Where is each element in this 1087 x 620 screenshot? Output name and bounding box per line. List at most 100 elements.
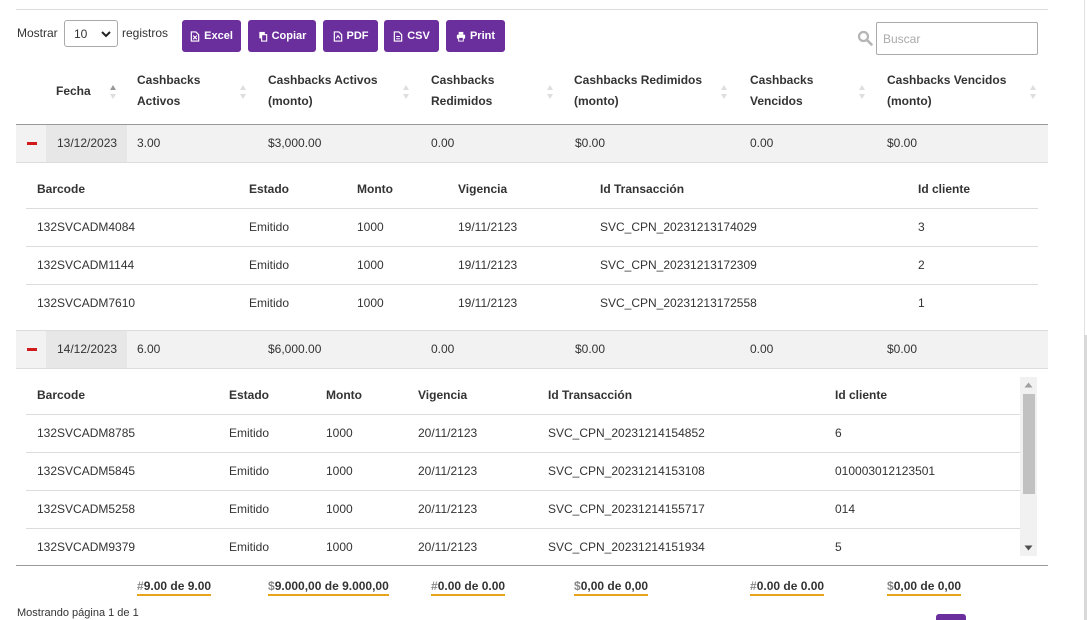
cell-id-cliente: 2 <box>918 258 925 272</box>
cell-id-transaccion: SVC_CPN_20231213172309 <box>600 258 757 272</box>
sort-icon <box>859 85 865 99</box>
cell-estado: Emitido <box>229 426 270 440</box>
header-cashbacks-activos[interactable]: Cashbacks Activos <box>137 70 200 112</box>
cell-monto: 1000 <box>357 220 384 234</box>
group-vencidos: 0.00 <box>750 342 774 356</box>
cell-vigencia: 19/11/2123 <box>458 258 518 272</box>
group-activos: 3.00 <box>137 136 161 150</box>
chevron-down-icon <box>101 31 111 38</box>
group-activos-monto: $3,000.00 <box>268 136 322 150</box>
header-fecha-label: Fecha <box>56 84 91 98</box>
sort-icon <box>1030 85 1036 99</box>
header-activos-monto-line1: Cashbacks Activos <box>268 73 378 87</box>
print-button[interactable]: Print <box>446 20 505 52</box>
total-redimidos: #0.00 de 0.00 <box>431 579 506 596</box>
top-divider <box>16 9 1048 10</box>
cell-id-transaccion: SVC_CPN_20231214151934 <box>548 540 705 554</box>
child-scrollbar-thumb[interactable] <box>1023 394 1035 494</box>
header-fecha[interactable]: Fecha <box>56 81 91 102</box>
cell-id-transaccion: SVC_CPN_20231213174029 <box>600 220 757 234</box>
collapse-icon[interactable] <box>27 142 37 145</box>
pagination-page-button[interactable] <box>936 614 966 620</box>
total-activos-monto: $9.000,00 de 9.000,00 <box>268 579 389 596</box>
cell-monto: 1000 <box>326 502 353 516</box>
cell-id-cliente: 010003012123501 <box>835 464 936 478</box>
cell-monto: 1000 <box>357 258 384 272</box>
cell-id-transaccion: SVC_CPN_20231214153108 <box>548 464 705 478</box>
group-row[interactable] <box>16 125 1048 163</box>
cell-id-cliente: 6 <box>835 426 842 440</box>
group-fecha: 13/12/2023 <box>57 136 118 150</box>
total-activos: #9.00 de 9.00 <box>137 579 212 596</box>
excel-button-label: Excel <box>204 30 233 42</box>
header-cashbacks-vencidos-monto[interactable]: Cashbacks Vencidos (monto) <box>887 70 1006 112</box>
cell-id-cliente: 3 <box>918 220 925 234</box>
cell-vigencia: 20/11/2123 <box>418 426 478 440</box>
search-icon <box>857 30 873 46</box>
total-vencidos: #0.00 de 0.00 <box>750 579 825 596</box>
total-symbol: $ <box>268 579 275 593</box>
group-vencidos-monto: $0.00 <box>887 342 918 356</box>
header-cashbacks-redimidos[interactable]: Cashbacks Redimidos <box>431 70 494 112</box>
page-scrollbar[interactable] <box>1084 0 1085 620</box>
group-redimidos-monto: $0.00 <box>575 342 606 356</box>
row-divider <box>26 414 1020 415</box>
group-redimidos-monto: $0.00 <box>575 136 606 150</box>
file-pdf-icon <box>333 30 342 42</box>
cell-barcode: 132SVCADM5845 <box>37 464 136 478</box>
header-cashbacks-vencidos[interactable]: Cashbacks Vencidos <box>750 70 813 112</box>
excel-button[interactable]: Excel <box>182 20 241 52</box>
header-cashbacks-activos-monto[interactable]: Cashbacks Activos (monto) <box>268 70 378 112</box>
search-input[interactable] <box>876 22 1038 55</box>
header-vencidos-line1: Cashbacks <box>750 73 814 87</box>
pagination-info: Mostrando página 1 de 1 <box>17 607 139 619</box>
header-cashbacks-redimidos-monto[interactable]: Cashbacks Redimidos (monto) <box>574 70 702 112</box>
group-redimidos: 0.00 <box>431 342 455 356</box>
pdf-button-label: PDF <box>346 30 369 42</box>
pdf-button[interactable]: PDF <box>323 20 378 52</box>
scroll-down-arrow-icon[interactable] <box>1024 545 1033 551</box>
cell-id-cliente: 1 <box>918 296 925 310</box>
sort-icon <box>721 85 727 99</box>
show-label: Mostrar <box>17 26 58 40</box>
cell-estado: Emitido <box>229 540 270 554</box>
total-value: 9.00 de 9.00 <box>143 579 212 593</box>
total-symbol: # <box>137 579 144 593</box>
date-cell-bg <box>46 125 127 162</box>
group-row[interactable] <box>16 331 1048 369</box>
cell-vigencia: 20/11/2123 <box>418 540 478 554</box>
header-activos-line1: Cashbacks <box>137 73 201 87</box>
csv-button-label: CSV <box>407 30 430 42</box>
total-vencidos-monto: $0,00 de 0,00 <box>887 579 962 596</box>
row-divider <box>16 330 1048 331</box>
header-redimidos-line2: Redimidos <box>431 94 493 108</box>
group-activos: 6.00 <box>137 342 161 356</box>
csv-button[interactable]: CSV <box>384 20 439 52</box>
cell-barcode: 132SVCADM1144 <box>37 258 135 272</box>
header-vencidos-monto-line2: (monto) <box>887 94 932 108</box>
page-length-select[interactable]: 10 <box>64 20 118 47</box>
records-label: registros <box>122 26 169 40</box>
row-divider <box>26 490 1020 491</box>
total-symbol: # <box>431 579 438 593</box>
cell-estado: Emitido <box>229 464 270 478</box>
copy-button[interactable]: Copiar <box>248 20 316 52</box>
sort-icon <box>547 85 553 99</box>
cell-vigencia: 19/11/2123 <box>458 220 518 234</box>
total-value: 9.000,00 de 9.000,00 <box>274 579 389 593</box>
page-scrollbar-thumb[interactable] <box>1084 335 1087 620</box>
file-csv-icon <box>393 30 403 42</box>
collapse-icon[interactable] <box>27 348 37 351</box>
header-vencidos-line2: Vencidos <box>750 94 803 108</box>
cell-monto: 1000 <box>326 540 353 554</box>
footer-divider <box>16 565 1048 566</box>
child-header-estado: Estado <box>229 388 270 402</box>
row-divider <box>26 528 1020 529</box>
header-redimidos-line1: Cashbacks <box>431 73 495 87</box>
child-header-barcode: Barcode <box>37 388 86 402</box>
child-header-barcode: Barcode <box>37 182 86 196</box>
scroll-up-arrow-icon[interactable] <box>1024 382 1033 388</box>
page-length-value: 10 <box>74 27 88 41</box>
cell-barcode: 132SVCADM7610 <box>37 296 136 310</box>
sort-icon <box>403 85 409 99</box>
